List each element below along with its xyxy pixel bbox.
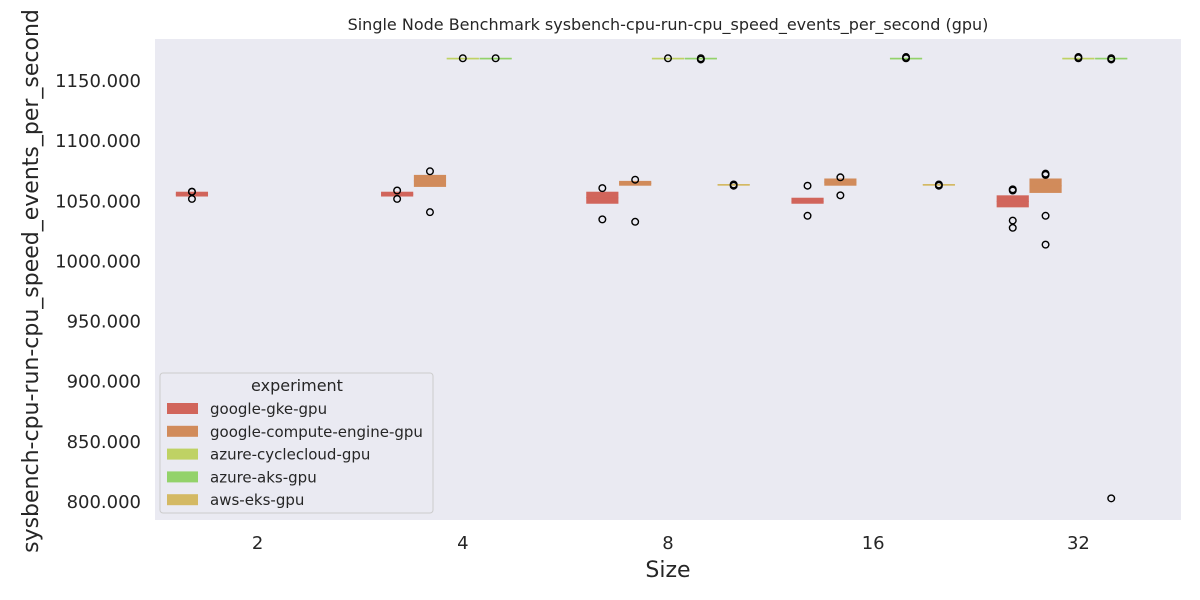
box-aws-eks-gpu-16	[922, 184, 955, 186]
outlier-point	[425, 167, 434, 176]
box-azure-aks-gpu-32	[1095, 58, 1128, 60]
outlier-point	[729, 181, 738, 190]
legend-label-azure-cyclecloud-gpu: azure-cyclecloud-gpu	[210, 446, 370, 464]
outlier-point	[1107, 494, 1116, 503]
box-azure-cyclecloud-gpu-4	[446, 58, 479, 60]
outlier-point	[1041, 240, 1050, 249]
x-tick-label: 2	[252, 533, 263, 554]
y-tick-label: 900.000	[67, 372, 141, 393]
y-tick-label: 1100.000	[55, 131, 141, 152]
outlier-point	[1041, 211, 1050, 220]
legend-swatch-azure-cyclecloud-gpu	[167, 448, 198, 460]
y-tick-label: 800.000	[67, 492, 141, 513]
legend-label-google-compute-engine-gpu: google-compute-engine-gpu	[210, 423, 423, 441]
outlier-point	[598, 184, 607, 193]
x-axis-label: Size	[645, 558, 690, 583]
legend-swatch-azure-aks-gpu	[167, 471, 198, 483]
legend-swatch-google-gke-gpu	[167, 403, 198, 414]
outlier-point	[836, 173, 845, 182]
outlier-point	[1008, 223, 1017, 232]
outlier-point	[664, 54, 673, 63]
outlier-point	[491, 54, 500, 63]
legend-label-aws-eks-gpu: aws-eks-gpu	[210, 491, 304, 509]
outlier-point	[393, 186, 402, 195]
legend-swatch-aws-eks-gpu	[167, 494, 198, 506]
x-tick-label: 32	[1067, 533, 1090, 554]
y-axis-label: sysbench-cpu-run-cpu_speed_events_per_se…	[19, 9, 44, 553]
legend-label-azure-aks-gpu: azure-aks-gpu	[210, 468, 317, 486]
legend-title: experiment	[251, 376, 343, 395]
box-aws-eks-gpu-8	[717, 184, 750, 186]
box-azure-aks-gpu-16	[889, 58, 923, 60]
legend-items: google-gke-gpu google-compute-engine-gpu a…	[167, 400, 423, 509]
legend: experiment google-gke-gpu google-compute-…	[159, 372, 434, 514]
outlier-point	[187, 194, 196, 203]
outlier-point	[458, 54, 467, 63]
outlier-point	[393, 194, 402, 203]
y-tick-label: 1150.000	[55, 71, 141, 92]
box-azure-aks-gpu-8	[684, 58, 717, 60]
y-tick-label: 1050.000	[55, 191, 141, 212]
x-tick-label: 16	[862, 533, 885, 554]
outlier-point	[934, 181, 943, 190]
outlier-point	[631, 217, 640, 226]
outlier-point	[836, 191, 845, 200]
y-tick-labels: 800.000 850.000 900.000 950.000 1000.000 1050…	[55, 71, 141, 513]
box-azure-cyclecloud-gpu-32	[1062, 58, 1095, 60]
outlier-point	[425, 208, 434, 217]
outlier-point	[631, 175, 640, 184]
legend-frame	[159, 372, 434, 514]
outlier-point	[803, 211, 812, 220]
y-tick-label: 1000.000	[55, 251, 141, 272]
x-tick-label: 4	[457, 533, 468, 554]
outlier-point	[1074, 53, 1083, 62]
outlier-marks	[187, 53, 1116, 503]
box-google-gke-gpu-16	[791, 197, 824, 204]
legend-label-google-gke-gpu: google-gke-gpu	[210, 400, 327, 418]
y-tick-label: 950.000	[67, 312, 141, 333]
outlier-point	[1041, 169, 1050, 178]
outlier-point	[803, 181, 812, 190]
box-azure-cyclecloud-gpu-8	[651, 58, 685, 60]
outlier-point	[902, 54, 911, 63]
outlier-point	[1008, 185, 1017, 194]
x-tick-label: 8	[662, 533, 673, 554]
x-tick-labels: 2 4 8 16 32	[252, 533, 1090, 554]
legend-swatch-google-compute-engine-gpu	[167, 425, 198, 437]
outlier-point	[1107, 55, 1116, 64]
box-azure-aks-gpu-4	[479, 58, 512, 60]
y-tick-label: 850.000	[67, 432, 141, 453]
chart-title: Single Node Benchmark sysbench-cpu-run-c…	[348, 15, 989, 35]
outlier-point	[598, 215, 607, 224]
outlier-point	[696, 55, 705, 64]
